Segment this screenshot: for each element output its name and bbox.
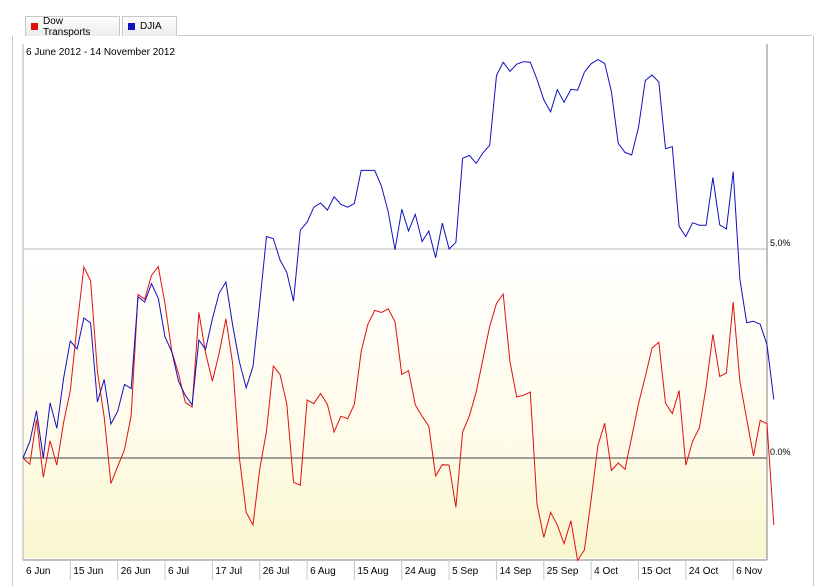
legend-label-dow-transports: Dow Transports <box>43 15 91 38</box>
y-axis-labels: 5.0% 0.0% <box>770 238 791 457</box>
chart-subtitle: 6 June 2012 - 14 November 2012 <box>26 47 175 58</box>
chart-panel <box>12 36 814 586</box>
x-tick-label: 25 Sep <box>547 566 579 577</box>
series-line-djia <box>22 59 775 459</box>
legend-label-djia: DJIA <box>140 21 162 32</box>
x-tick-label: 14 Sep <box>499 566 531 577</box>
band-lower <box>23 458 767 558</box>
legend-swatch-djia <box>128 23 135 30</box>
x-tick-label: 24 Aug <box>405 566 436 577</box>
x-tick-label: 26 Jul <box>263 566 290 577</box>
x-tick-label: 6 Jul <box>168 566 189 577</box>
series-line-dow-transports <box>22 265 775 562</box>
tab-border <box>178 35 812 36</box>
x-tick-label: 17 Jul <box>215 566 242 577</box>
y-tick-label: 0.0% <box>770 447 791 457</box>
legend-bar: Dow Transports DJIA <box>0 0 818 40</box>
x-tick-label: 5 Sep <box>452 566 479 577</box>
legend-swatch-dow-transports <box>31 23 38 30</box>
x-tick-label: 26 Jun <box>121 566 151 577</box>
x-tick-label: 6 Jun <box>26 566 50 577</box>
series-lines <box>22 59 775 562</box>
y-tick-label: 5.0% <box>770 238 791 248</box>
legend-toggle-dow-transports[interactable]: Dow Transports <box>25 15 120 38</box>
legend-toggle-djia[interactable]: DJIA <box>122 16 177 36</box>
x-tick-label: 15 Aug <box>357 566 388 577</box>
x-axis-ticks: 6 Jun 15 Jun 26 Jun 6 Jul 17 Jul 26 Jul 6 Aug 1… <box>26 560 762 580</box>
x-tick-label: 6 Aug <box>310 566 336 577</box>
x-tick-label: 15 Jun <box>73 566 103 577</box>
x-tick-label: 6 Nov <box>736 566 762 577</box>
x-tick-label: 24 Oct <box>689 566 719 577</box>
band-upper <box>23 249 767 458</box>
x-tick-label: 15 Oct <box>641 566 671 577</box>
x-tick-label: 4 Oct <box>594 566 618 577</box>
